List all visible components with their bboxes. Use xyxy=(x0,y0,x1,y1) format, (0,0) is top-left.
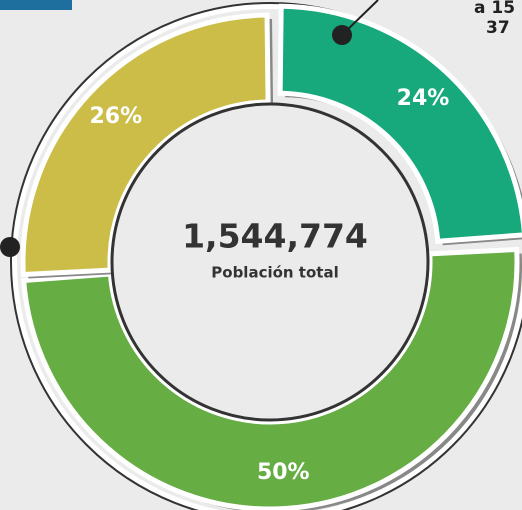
outer-ring xyxy=(11,3,522,510)
leader-dot xyxy=(0,237,20,257)
annotation: 37 xyxy=(486,18,510,38)
leader-dot xyxy=(332,25,352,45)
segments xyxy=(20,3,522,510)
center-value: 1,544,774 xyxy=(182,217,368,256)
center-label: Población total xyxy=(211,264,338,282)
header-tab xyxy=(0,0,72,10)
inner-circle xyxy=(110,102,430,422)
segment xyxy=(21,246,520,510)
value-label: 26% xyxy=(89,104,142,129)
value-label: 24% xyxy=(397,86,450,111)
outer-ring-outline xyxy=(10,2,522,510)
segment xyxy=(277,3,522,244)
annotation: a 15 xyxy=(474,0,515,18)
segment xyxy=(20,12,271,278)
value-label: 50% xyxy=(257,460,310,485)
